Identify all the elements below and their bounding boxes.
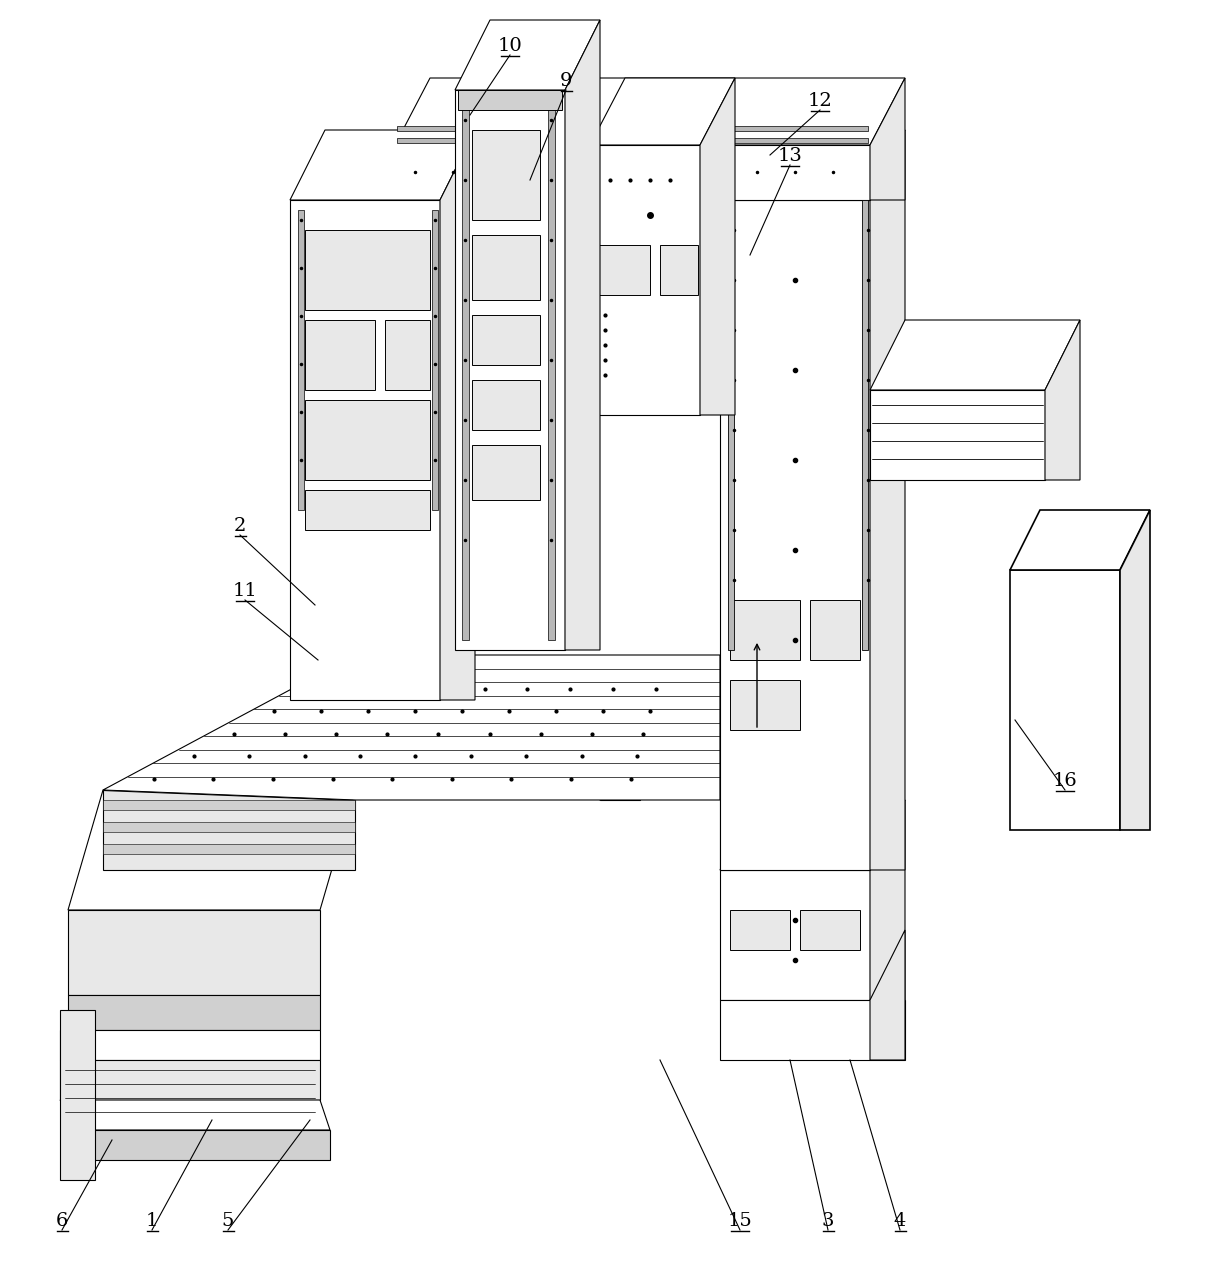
- Text: 6: 6: [56, 1212, 68, 1230]
- Polygon shape: [472, 235, 540, 301]
- Polygon shape: [60, 1100, 330, 1131]
- Polygon shape: [862, 200, 868, 650]
- Polygon shape: [472, 130, 540, 220]
- Polygon shape: [1011, 510, 1150, 570]
- Polygon shape: [598, 246, 650, 295]
- Polygon shape: [458, 90, 562, 110]
- Polygon shape: [68, 790, 356, 909]
- Polygon shape: [720, 1000, 906, 1060]
- Polygon shape: [103, 799, 356, 810]
- Polygon shape: [730, 909, 789, 950]
- Polygon shape: [720, 200, 870, 870]
- Polygon shape: [870, 130, 906, 870]
- Polygon shape: [440, 650, 600, 799]
- Polygon shape: [720, 130, 906, 200]
- Polygon shape: [397, 127, 868, 130]
- Polygon shape: [306, 230, 430, 310]
- Polygon shape: [870, 930, 906, 1060]
- Polygon shape: [600, 735, 640, 799]
- Polygon shape: [700, 78, 734, 414]
- Polygon shape: [870, 320, 1080, 390]
- Text: 16: 16: [1052, 773, 1078, 790]
- Polygon shape: [565, 20, 600, 650]
- Polygon shape: [298, 210, 304, 510]
- Text: 12: 12: [808, 92, 832, 110]
- Polygon shape: [590, 78, 734, 145]
- Text: 1: 1: [145, 1212, 158, 1230]
- Polygon shape: [306, 400, 430, 480]
- Polygon shape: [472, 315, 540, 365]
- Polygon shape: [385, 320, 430, 390]
- Polygon shape: [728, 200, 734, 650]
- Polygon shape: [462, 100, 469, 640]
- Polygon shape: [720, 870, 870, 1000]
- Polygon shape: [455, 90, 565, 650]
- Polygon shape: [440, 130, 475, 700]
- Text: 3: 3: [821, 1212, 835, 1230]
- Polygon shape: [103, 655, 720, 799]
- Polygon shape: [103, 844, 356, 854]
- Polygon shape: [290, 130, 475, 200]
- Polygon shape: [730, 680, 800, 730]
- Polygon shape: [870, 78, 906, 200]
- Polygon shape: [720, 799, 906, 870]
- Polygon shape: [433, 210, 437, 510]
- Text: 9: 9: [560, 72, 572, 90]
- Polygon shape: [60, 1010, 95, 1181]
- Text: 2: 2: [233, 517, 246, 535]
- Polygon shape: [306, 490, 430, 530]
- Polygon shape: [395, 78, 906, 145]
- Polygon shape: [1011, 570, 1121, 830]
- Text: 11: 11: [232, 582, 258, 600]
- Polygon shape: [90, 1131, 330, 1160]
- Polygon shape: [870, 799, 906, 1000]
- Text: 5: 5: [222, 1212, 235, 1230]
- Polygon shape: [1121, 510, 1150, 830]
- Text: 13: 13: [777, 147, 803, 165]
- Polygon shape: [455, 20, 600, 90]
- Polygon shape: [68, 995, 320, 1030]
- Polygon shape: [590, 145, 700, 414]
- Polygon shape: [103, 790, 356, 870]
- Polygon shape: [103, 822, 356, 833]
- Polygon shape: [395, 145, 870, 200]
- Polygon shape: [660, 246, 698, 295]
- Text: 4: 4: [893, 1212, 907, 1230]
- Polygon shape: [730, 600, 800, 660]
- Polygon shape: [472, 445, 540, 500]
- Polygon shape: [870, 390, 1045, 480]
- Polygon shape: [397, 138, 868, 143]
- Polygon shape: [800, 909, 860, 950]
- Polygon shape: [68, 909, 320, 995]
- Polygon shape: [60, 1030, 320, 1060]
- Polygon shape: [547, 100, 555, 640]
- Polygon shape: [472, 380, 540, 430]
- Polygon shape: [306, 320, 375, 390]
- Polygon shape: [1045, 320, 1080, 480]
- Polygon shape: [720, 655, 741, 870]
- Polygon shape: [60, 1060, 320, 1100]
- Text: 10: 10: [497, 37, 522, 55]
- Polygon shape: [290, 200, 440, 700]
- Polygon shape: [810, 600, 860, 660]
- Text: 15: 15: [727, 1212, 753, 1230]
